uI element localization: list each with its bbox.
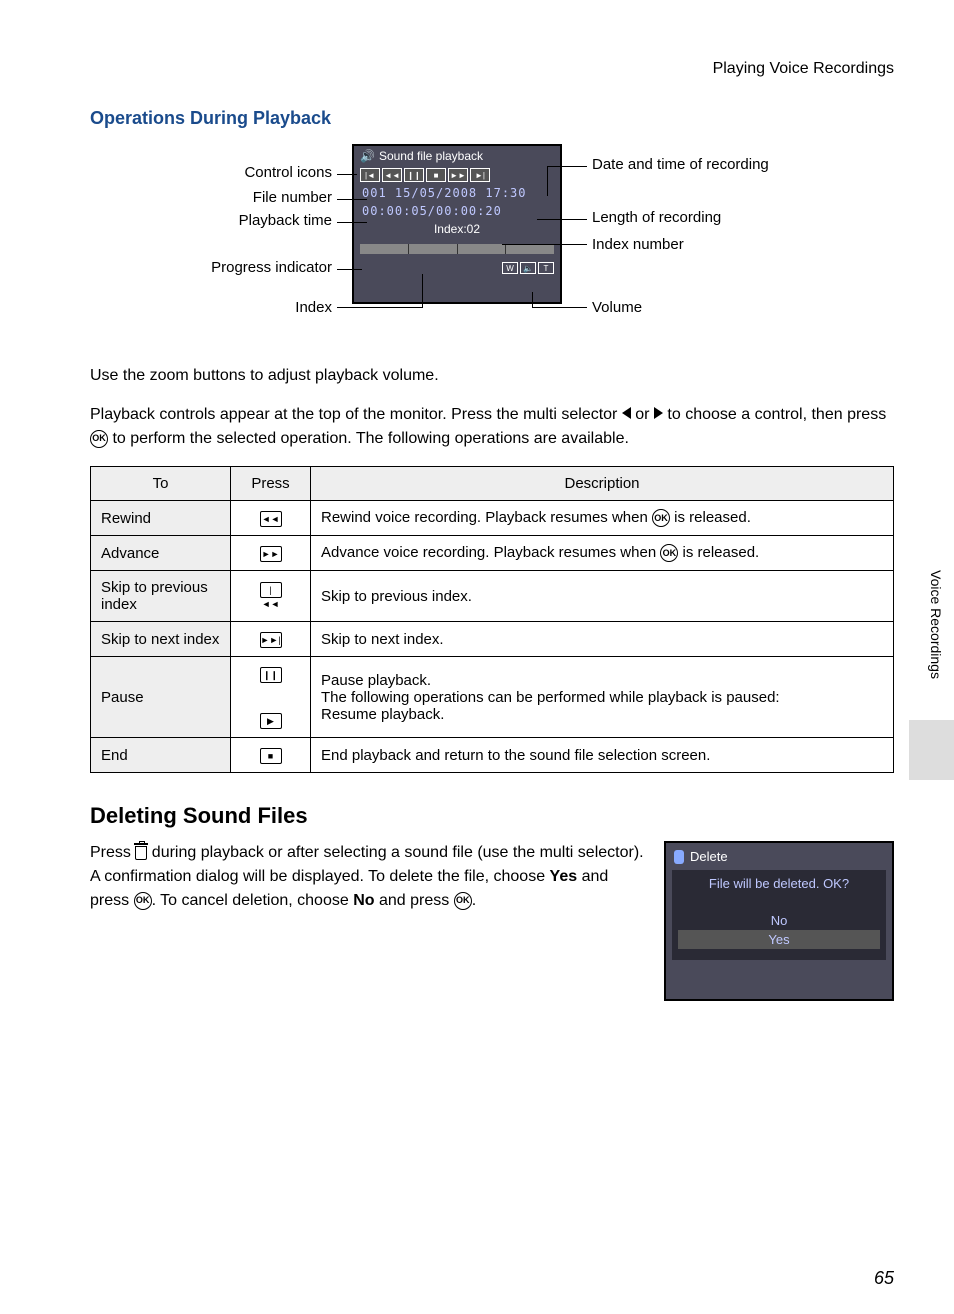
body-p2: Playback controls appear at the top of t… bbox=[90, 403, 894, 451]
op-advance: Advance bbox=[91, 536, 231, 571]
desc-skip-prev: Skip to previous index. bbox=[311, 571, 894, 622]
label-control-icons: Control icons bbox=[112, 164, 332, 181]
table-header-row: To Press Description bbox=[91, 467, 894, 501]
op-pause: Pause bbox=[91, 657, 231, 738]
side-tab: Voice Recordings bbox=[928, 570, 944, 679]
th-press: Press bbox=[231, 467, 311, 501]
rewind-icon: ◄◄ bbox=[382, 168, 402, 182]
table-row: Skip to previous index |◄◄ Skip to previ… bbox=[91, 571, 894, 622]
speaker-icon: 🔈 bbox=[520, 262, 536, 274]
table-row: Skip to next index ►►| Skip to next inde… bbox=[91, 622, 894, 657]
page-number: 65 bbox=[874, 1268, 894, 1289]
table-row: Pause ❙❙ ▶ Pause playback. The following… bbox=[91, 657, 894, 738]
desc-end: End playback and return to the sound fil… bbox=[311, 738, 894, 773]
op-skip-prev: Skip to previous index bbox=[91, 571, 231, 622]
desc-advance: Advance voice recording. Playback resume… bbox=[311, 536, 894, 571]
delete-message: File will be deleted. OK? bbox=[678, 876, 880, 891]
op-rewind: Rewind bbox=[91, 501, 231, 536]
control-icons-row: |◄ ◄◄ ❙❙ ■ ►► ►| bbox=[354, 166, 560, 184]
stop-btn-icon: ■ bbox=[260, 748, 282, 764]
play-btn-icon: ▶ bbox=[260, 713, 282, 729]
delete-dialog-title: Delete bbox=[666, 843, 892, 870]
p2a: Playback controls appear at the top of t… bbox=[90, 406, 622, 423]
side-bar bbox=[909, 720, 954, 780]
ok-icon: OK bbox=[134, 892, 152, 910]
trash-icon bbox=[135, 846, 147, 860]
manual-page: Playing Voice Recordings Operations Duri… bbox=[0, 0, 954, 1314]
pause-icon: ❙❙ bbox=[404, 168, 424, 182]
header-section: Playing Voice Recordings bbox=[90, 60, 894, 78]
op-end: End bbox=[91, 738, 231, 773]
th-desc: Description bbox=[311, 467, 894, 501]
th-to: To bbox=[91, 467, 231, 501]
skip-prev-icon: |◄ bbox=[360, 168, 380, 182]
p2b: or bbox=[631, 406, 654, 423]
delete-section: Delete File will be deleted. OK? No Yes … bbox=[90, 841, 894, 1001]
op-skip-next: Skip to next index bbox=[91, 622, 231, 657]
no-bold: No bbox=[353, 892, 374, 909]
rewind-btn-icon: ◄◄ bbox=[260, 511, 282, 527]
sound-icon: 🔊 bbox=[360, 149, 375, 163]
table-row: Rewind ◄◄ Rewind voice recording. Playba… bbox=[91, 501, 894, 536]
label-progress: Progress indicator bbox=[112, 259, 332, 276]
screen-mockup: 🔊 Sound file playback |◄ ◄◄ ❙❙ ■ ►► ►| 0… bbox=[352, 144, 562, 304]
ok-icon: OK bbox=[454, 892, 472, 910]
delete-dialog-body: File will be deleted. OK? No Yes bbox=[672, 870, 886, 960]
delete-option-yes: Yes bbox=[678, 930, 880, 949]
file-info: 001 15/05/2008 17:30 bbox=[354, 184, 560, 202]
desc-pause: Pause playback. The following operations… bbox=[311, 657, 894, 738]
press-end: ■ bbox=[231, 738, 311, 773]
press-skip-next: ►►| bbox=[231, 622, 311, 657]
label-file-number: File number bbox=[112, 189, 332, 206]
zoom-t-icon: T bbox=[538, 262, 554, 274]
advance-icon: ►► bbox=[448, 168, 468, 182]
label-index: Index bbox=[112, 299, 332, 316]
delete-dialog-mockup: Delete File will be deleted. OK? No Yes bbox=[664, 841, 894, 1001]
operations-title: Operations During Playback bbox=[90, 108, 894, 129]
press-rewind: ◄◄ bbox=[231, 501, 311, 536]
press-pause: ❙❙ ▶ bbox=[231, 657, 311, 738]
screen-title: 🔊 Sound file playback bbox=[354, 146, 560, 166]
delete-title-text: Delete bbox=[690, 849, 728, 864]
zoom-w-icon: W bbox=[502, 262, 518, 274]
pause-btn-icon: ❙❙ bbox=[260, 667, 282, 683]
ok-icon: OK bbox=[660, 544, 678, 562]
time-info: 00:00:05/00:00:20 bbox=[354, 202, 560, 220]
label-index-number: Index number bbox=[592, 236, 684, 253]
label-date-time: Date and time of recording bbox=[592, 156, 769, 173]
right-arrow-icon bbox=[654, 407, 663, 419]
yes-bold: Yes bbox=[550, 868, 578, 885]
index-text: Index:02 bbox=[354, 220, 560, 238]
skip-next-icon: ►| bbox=[470, 168, 490, 182]
ok-icon: OK bbox=[652, 509, 670, 527]
mic-icon bbox=[674, 850, 684, 864]
left-arrow-icon bbox=[622, 407, 631, 419]
skip-prev-btn-icon: |◄◄ bbox=[260, 582, 282, 598]
progress-bar bbox=[360, 244, 554, 254]
press-advance: ►► bbox=[231, 536, 311, 571]
table-row: Advance ►► Advance voice recording. Play… bbox=[91, 536, 894, 571]
table-row: End ■ End playback and return to the sou… bbox=[91, 738, 894, 773]
body-p1: Use the zoom buttons to adjust playback … bbox=[90, 364, 894, 388]
deleting-title: Deleting Sound Files bbox=[90, 803, 894, 829]
stop-icon: ■ bbox=[426, 168, 446, 182]
screen-title-text: Sound file playback bbox=[379, 149, 483, 163]
desc-skip-next: Skip to next index. bbox=[311, 622, 894, 657]
ok-icon: OK bbox=[90, 430, 108, 448]
advance-btn-icon: ►► bbox=[260, 546, 282, 562]
volume-row: W 🔈 T bbox=[354, 260, 560, 276]
skip-next-btn-icon: ►►| bbox=[260, 632, 282, 648]
label-volume: Volume bbox=[592, 299, 642, 316]
press-skip-prev: |◄◄ bbox=[231, 571, 311, 622]
desc-rewind: Rewind voice recording. Playback resumes… bbox=[311, 501, 894, 536]
operations-table: To Press Description Rewind ◄◄ Rewind vo… bbox=[90, 466, 894, 773]
playback-diagram: 🔊 Sound file playback |◄ ◄◄ ❙❙ ■ ►► ►| 0… bbox=[112, 144, 872, 344]
label-playback-time: Playback time bbox=[112, 212, 332, 229]
delete-option-no: No bbox=[678, 911, 880, 930]
p2d: to perform the selected operation. The f… bbox=[108, 430, 629, 447]
p2c: to choose a control, then press bbox=[663, 406, 886, 423]
label-length: Length of recording bbox=[592, 209, 721, 226]
